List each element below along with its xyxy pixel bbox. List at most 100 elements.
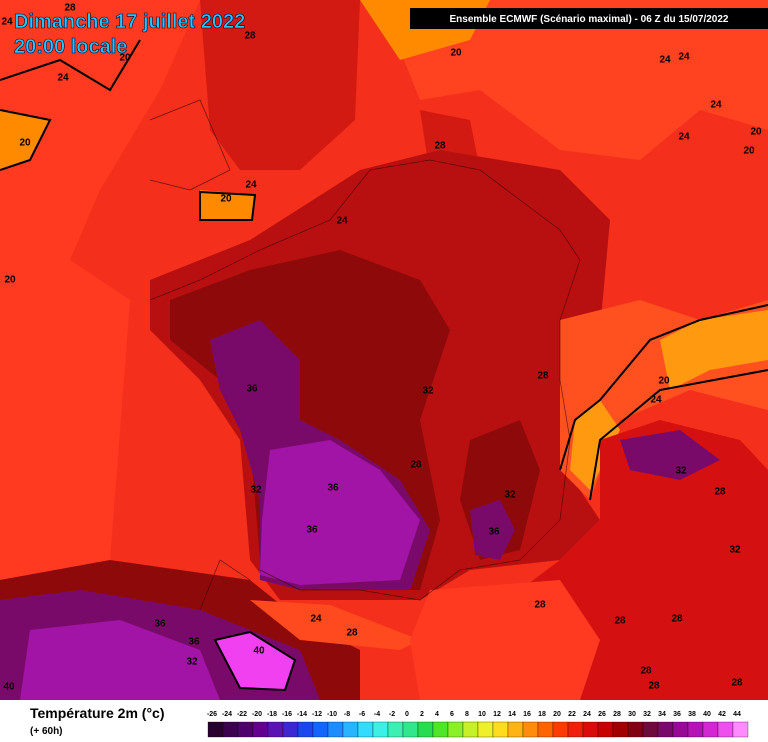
color-swatch	[567, 721, 584, 738]
color-swatch	[387, 721, 404, 738]
contour-label: 36	[306, 525, 318, 536]
colorbar-tick-label: 18	[538, 711, 546, 718]
color-swatch	[267, 721, 284, 738]
color-swatch	[327, 721, 344, 738]
colorbar-tick-label: 0	[405, 711, 409, 718]
color-swatch	[222, 721, 239, 738]
colorbar-tick-label: 40	[703, 711, 711, 718]
contour-label: 28	[346, 628, 358, 639]
color-swatch	[357, 721, 374, 738]
contour-label: 32	[504, 490, 516, 501]
colorbar-tick-label: -20	[252, 711, 262, 718]
contour-label: 40	[253, 646, 265, 657]
color-swatch	[522, 721, 539, 738]
contour-label: 20	[4, 275, 16, 286]
contour-label: 28	[671, 614, 683, 625]
contour-label: 20	[450, 48, 462, 59]
colorbar-tick-label: 8	[465, 711, 469, 718]
contours	[0, 39, 768, 501]
color-swatch	[492, 721, 509, 738]
colorbar-tick-label: 44	[733, 711, 741, 718]
color-swatch	[627, 721, 644, 738]
colorbar-tick-label: 32	[643, 711, 651, 718]
color-swatch	[552, 721, 569, 738]
color-swatch	[672, 721, 689, 738]
contour-label: 28	[410, 460, 422, 471]
contour-label: 24	[710, 100, 722, 111]
colorbar-tick-label: 22	[568, 711, 576, 718]
color-swatch	[642, 721, 659, 738]
contour-label: 28	[64, 3, 76, 14]
colorbar-tick-label: 26	[598, 711, 606, 718]
contour-label: 28	[648, 681, 660, 692]
contour-label: 28	[731, 678, 743, 689]
colorbar-tick-label: 6	[450, 711, 454, 718]
colorbar-tick-label: 4	[435, 711, 439, 718]
colorbar-tick-label: 2	[420, 711, 424, 718]
color-swatch	[612, 721, 629, 738]
colorbar-tick-label: 16	[523, 711, 531, 718]
contour-label: 28	[614, 616, 626, 627]
contour-label: 32	[729, 545, 741, 556]
contour-label: 24	[678, 52, 690, 63]
lead-time: (+ 60h)	[30, 726, 63, 737]
contour-label: 24	[336, 216, 348, 227]
color-swatch	[582, 721, 599, 738]
contour-label: 28	[534, 600, 546, 611]
colorbar-tick-label: -8	[344, 711, 350, 718]
contour-label: 32	[675, 466, 687, 477]
color-swatch	[372, 721, 389, 738]
contour-label: 20	[220, 194, 232, 205]
contour-label: 28	[714, 487, 726, 498]
contour-label: 36	[188, 637, 200, 648]
contour-label: 20	[658, 376, 670, 387]
contour-label: 20	[743, 146, 755, 157]
contour-labels: 28 24 28 20 20 24 24 24 24 24 20 20 20 28 24 20 24 20 36 32…	[1, 3, 762, 693]
date-label: Dimanche 17 juillet 2022	[14, 11, 245, 33]
time-label: 20:00 locale	[14, 36, 127, 58]
colorbar-tick-label: 12	[493, 711, 501, 718]
colorbar-tick-label: 14	[508, 711, 516, 718]
colorbar-tick-label: 10	[478, 711, 486, 718]
color-swatch	[432, 721, 449, 738]
color-swatch	[417, 721, 434, 738]
colorbar-tick-label: -14	[297, 711, 307, 718]
contour-label: 32	[186, 657, 198, 668]
color-swatch	[237, 721, 254, 738]
colorbar-tick-label: -24	[222, 711, 232, 718]
color-swatch	[717, 721, 734, 738]
legend-title: Température 2m (°c)	[30, 705, 165, 721]
colorbar-tick-label: 42	[718, 711, 726, 718]
contour-label: 24	[678, 132, 690, 143]
model-box	[410, 8, 768, 29]
colorbar-tick-label: -22	[237, 711, 247, 718]
color-swatch	[507, 721, 524, 738]
color-swatch	[657, 721, 674, 738]
colorbar: -26 -24 -22 -20 -18 -16 -14 -12 -10 -8 -6 -4 -2 0 2 4 6 8…	[207, 711, 749, 738]
color-swatch	[252, 721, 269, 738]
contour-label: 28	[640, 666, 652, 677]
contour-label: 24	[1, 17, 13, 28]
contour-label: 20	[19, 138, 31, 149]
color-swatch	[282, 721, 299, 738]
contour-label: 20	[119, 53, 131, 64]
contour-label: 40	[3, 682, 15, 693]
borders	[149, 99, 581, 611]
contour-label: 24	[57, 73, 69, 84]
colorbar-tick-label: 30	[628, 711, 636, 718]
color-swatch	[402, 721, 419, 738]
colorbar-tick-label: -10	[327, 711, 337, 718]
color-swatch	[537, 721, 554, 738]
color-swatch	[732, 721, 749, 738]
color-swatch	[447, 721, 464, 738]
color-swatch	[207, 721, 224, 738]
colorbar-tick-label: -26	[207, 711, 217, 718]
color-swatch	[597, 721, 614, 738]
colorbar-tick-label: -6	[359, 711, 365, 718]
contour-label: 24	[659, 55, 671, 66]
contour-label: 32	[250, 485, 262, 496]
colorbar-tick-label: -12	[312, 711, 322, 718]
colorbar-tick-label: -4	[374, 711, 380, 718]
colorbar-tick-label: 20	[553, 711, 561, 718]
